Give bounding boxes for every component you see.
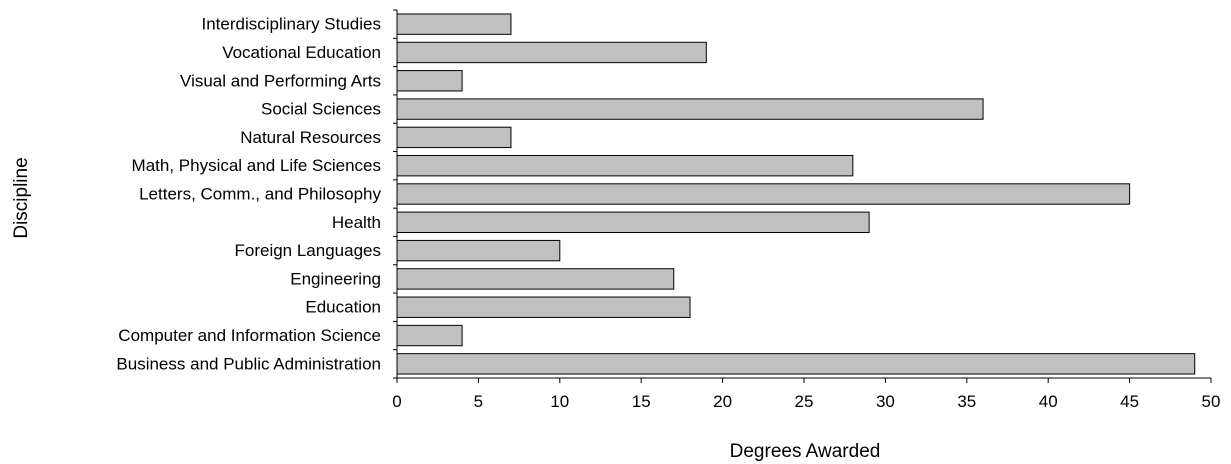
category-label: Math, Physical and Life Sciences bbox=[132, 156, 381, 175]
bars bbox=[396, 13, 1196, 375]
x-tick-label: 15 bbox=[632, 392, 651, 411]
bar-computer-and-information-science bbox=[396, 324, 463, 347]
bar-letters-comm-and-philosophy bbox=[396, 183, 1131, 205]
bar-health bbox=[396, 211, 870, 233]
x-tick-label: 10 bbox=[550, 392, 569, 411]
x-tick-label: 30 bbox=[876, 392, 895, 411]
x-tick-label: 5 bbox=[474, 392, 483, 411]
bar-foreign-languages bbox=[396, 239, 561, 262]
bar-vocational-education bbox=[396, 41, 707, 64]
category-labels: Interdisciplinary Studies Vocational Educ… bbox=[116, 15, 381, 374]
bar-social-sciences bbox=[396, 98, 984, 120]
x-tick-label: 35 bbox=[957, 392, 976, 411]
x-tick-label: 20 bbox=[713, 392, 732, 411]
y-axis bbox=[393, 9, 398, 379]
category-label: Natural Resources bbox=[240, 128, 381, 147]
category-label: Computer and Information Science bbox=[118, 326, 381, 345]
category-label: Business and Public Administration bbox=[116, 354, 381, 373]
bar-natural-resources bbox=[396, 126, 512, 149]
bar-business-and-public-administration bbox=[396, 353, 1196, 375]
x-tick-label: 45 bbox=[1120, 392, 1139, 411]
bar-engineering bbox=[396, 268, 675, 290]
y-axis-title: Discipline bbox=[11, 157, 32, 238]
bar-math-physical-and-life-sciences bbox=[396, 155, 854, 177]
x-tick-label: 25 bbox=[795, 392, 814, 411]
category-label: Letters, Comm., and Philosophy bbox=[139, 185, 381, 204]
x-axis-title: Degrees Awarded bbox=[730, 441, 881, 462]
category-label: Engineering bbox=[290, 269, 381, 288]
bar-interdisciplinary-studies bbox=[396, 13, 512, 35]
x-tick-label: 0 bbox=[392, 392, 401, 411]
category-label: Education bbox=[305, 298, 381, 317]
category-label: Visual and Performing Arts bbox=[180, 71, 381, 90]
x-tick-label: 40 bbox=[1039, 392, 1058, 411]
category-label: Social Sciences bbox=[261, 100, 381, 119]
category-label: Vocational Education bbox=[222, 43, 381, 62]
bar-education bbox=[396, 296, 691, 318]
bar-visual-and-performing-arts bbox=[396, 70, 463, 92]
x-tick-label: 50 bbox=[1202, 392, 1221, 411]
category-label: Foreign Languages bbox=[234, 241, 381, 260]
category-label: Interdisciplinary Studies bbox=[201, 15, 381, 34]
category-label: Health bbox=[332, 213, 381, 232]
x-axis: 0 5 10 15 20 25 30 35 40 45 50 bbox=[392, 377, 1221, 411]
